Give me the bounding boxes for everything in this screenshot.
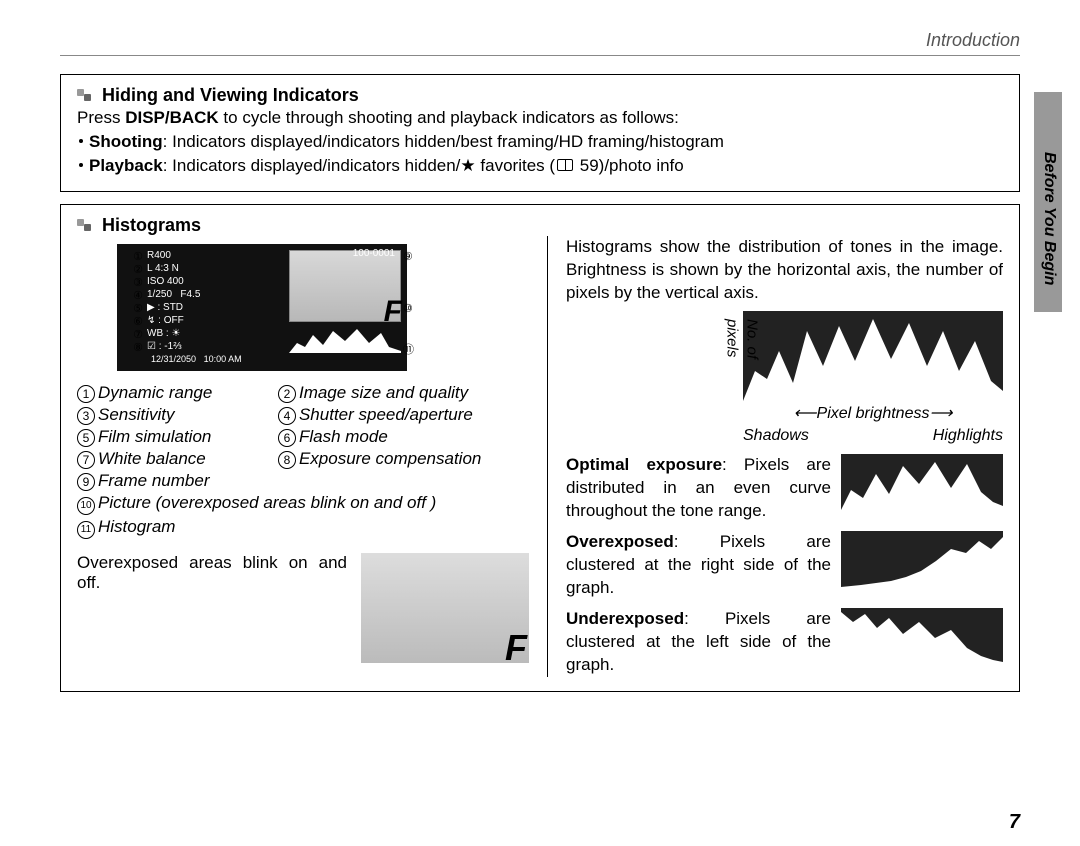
frame-value: 100-0001 [353, 248, 395, 259]
date-value: 12/31/2050 [151, 354, 196, 364]
legend-7: White balance [98, 449, 206, 468]
dr-value: R400 [147, 250, 171, 261]
box2-heading: Histograms [77, 215, 1003, 236]
histogram-intro: Histograms show the distribution of tone… [566, 236, 1003, 305]
histogram-over [841, 531, 1003, 587]
playback-label: Playback [89, 156, 163, 175]
legend-11: Histogram [98, 517, 175, 536]
highlights-label: Highlights [933, 425, 1003, 447]
legend-5: Film simulation [98, 427, 211, 446]
under-row: Underexposed: Pixels are clustered at th… [566, 608, 1003, 677]
time-value: 10:00 AM [204, 354, 242, 364]
legend-1: Dynamic range [98, 383, 212, 402]
intro-post: to cycle through shooting and playback i… [219, 108, 679, 127]
shutter-value: 1/250 [147, 289, 172, 300]
box1-intro: Press DISP/BACK to cycle through shootin… [77, 106, 1003, 130]
left-column: ①R400⑨100-0001 ②L 4:3 N ③ISO 400 ④1/250 … [77, 236, 547, 676]
iso-value: ISO 400 [147, 276, 184, 287]
histogram-under [841, 608, 1003, 664]
right-column: Histograms show the distribution of tone… [547, 236, 1003, 676]
y-axis-label: No. of pixels [721, 319, 762, 401]
star-icon: ★ [460, 156, 475, 175]
size-value: L 4:3 N [147, 263, 179, 274]
legend: 1Dynamic range 2Image size and quality 3… [77, 383, 529, 539]
box1-shooting: Shooting: Indicators displayed/indicator… [77, 130, 1003, 154]
legend-10: Picture (overexposed areas blink on and … [98, 493, 436, 512]
tip-icon [77, 89, 93, 102]
histogram-large: No. of pixels [743, 311, 1003, 401]
legend-2: Image size and quality [299, 383, 468, 402]
playback-text-b: favorites ( [476, 156, 555, 175]
page-number: 7 [1009, 811, 1020, 834]
intro-pre: Press [77, 108, 125, 127]
page-ref-icon [557, 159, 573, 171]
legend-4: Shutter speed/aperture [299, 405, 473, 424]
legend-8: Exposure compensation [299, 449, 481, 468]
box1-playback: Playback: Indicators displayed/indicator… [77, 154, 1003, 178]
tip-icon [77, 219, 93, 232]
legend-9: Frame number [98, 471, 209, 490]
box1-heading-text: Hiding and Viewing Indicators [102, 85, 359, 105]
x-axis-label: Pixel brightness [817, 405, 930, 422]
x-axis-row: ⟵Pixel brightness⟶ [743, 403, 1003, 425]
overexposed-note: Overexposed areas blink on and off. [77, 553, 347, 593]
shadow-highlight-row: Shadows Highlights [743, 425, 1003, 447]
legend-6: Flash mode [299, 427, 388, 446]
playback-text-a: : Indicators displayed/indicators hidden… [163, 156, 461, 175]
legend-3: Sensitivity [98, 405, 175, 424]
aperture-value: F4.5 [180, 289, 200, 300]
histogram-optimal [841, 454, 1003, 510]
shooting-text: : Indicators displayed/indicators hidden… [163, 132, 724, 151]
hiding-viewing-box: Hiding and Viewing Indicators Press DISP… [60, 74, 1020, 192]
histograms-box: Histograms ①R400⑨100-0001 ②L 4:3 N ③ISO … [60, 204, 1020, 691]
bullet-icon [79, 139, 83, 143]
wb-value: WB : ☀ [147, 328, 180, 339]
film-value: ▶ : STD [147, 302, 183, 313]
optimal-row: Optimal exposure: Pixels are distributed… [566, 454, 1003, 523]
page: Introduction Hiding and Viewing Indicato… [0, 0, 1080, 724]
box2-heading-text: Histograms [102, 215, 201, 235]
shadows-label: Shadows [743, 425, 809, 447]
over-label: Overexposed [566, 532, 674, 551]
side-section-label: Before You Begin [1040, 152, 1058, 285]
disp-back-key: DISP/BACK [125, 108, 219, 127]
bullet-icon [79, 163, 83, 167]
flash-value: ↯ : OFF [147, 315, 184, 326]
ev-value: ☑ : -1⅔ [147, 341, 182, 352]
shooting-label: Shooting [89, 132, 163, 151]
optimal-label: Optimal exposure [566, 455, 722, 474]
camera-info-display: ①R400⑨100-0001 ②L 4:3 N ③ISO 400 ④1/250 … [117, 244, 407, 371]
under-label: Underexposed [566, 609, 684, 628]
chapter-title: Introduction [60, 30, 1020, 56]
overexposed-note-row: Overexposed areas blink on and off. [77, 553, 529, 663]
over-row: Overexposed: Pixels are clustered at the… [566, 531, 1003, 600]
playback-ref: 59)/photo info [575, 156, 684, 175]
box1-heading: Hiding and Viewing Indicators [77, 85, 1003, 106]
example-photo [361, 553, 529, 663]
